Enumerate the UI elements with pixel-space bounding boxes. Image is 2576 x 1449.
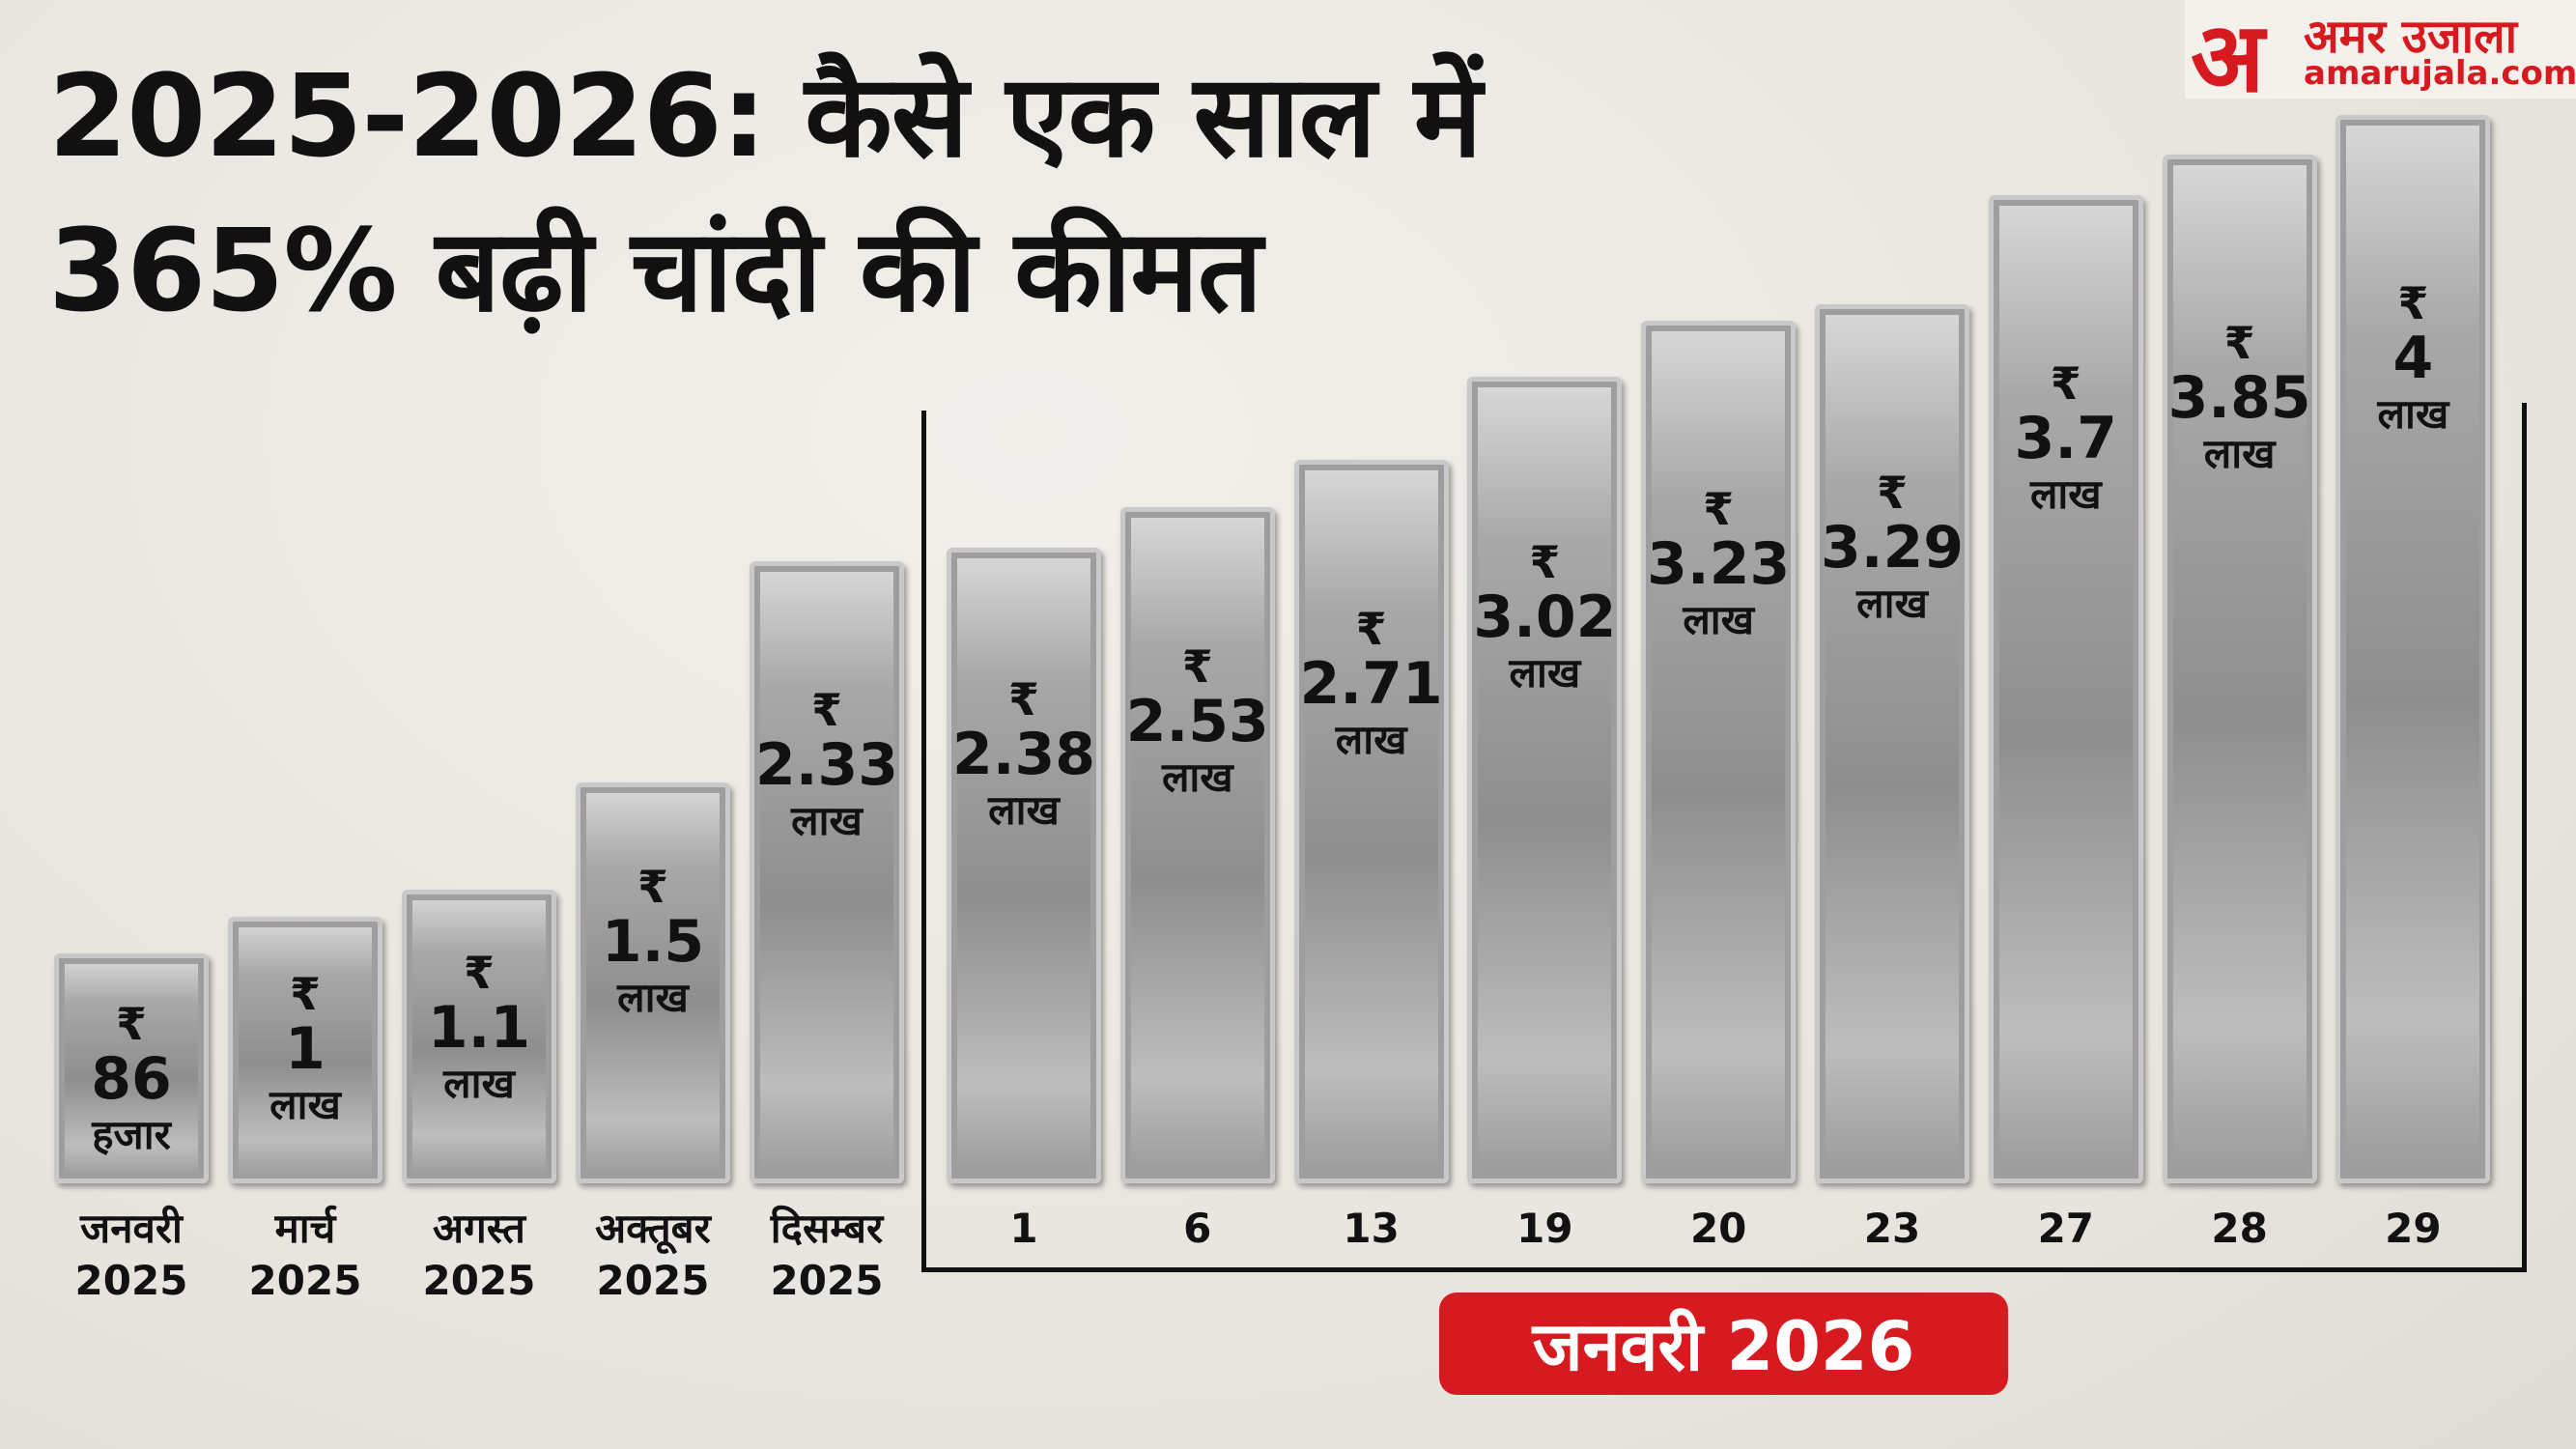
unit-label: लाख (988, 785, 1060, 834)
value-label: 3.02 (1473, 582, 1617, 651)
value-label: 1 (285, 1014, 326, 1083)
unit-label: लाख (2203, 430, 2276, 478)
unit-label: लाख (1683, 595, 1755, 643)
value-label: 86 (91, 1044, 172, 1113)
unit-label: लाख (269, 1080, 341, 1128)
bracket-right (2522, 403, 2527, 1272)
bar-label: ₹1.5 लाख (556, 863, 750, 1023)
bar (1641, 320, 1797, 1183)
currency-symbol: ₹ (1007, 672, 1039, 725)
bar-label: ₹1 लाख (209, 970, 402, 1130)
bar-label: ₹4 लाख (2316, 279, 2509, 440)
bar (228, 916, 382, 1183)
x-tick-label: 13 (1343, 1205, 1400, 1252)
unit-label: लाख (443, 1059, 515, 1107)
unit-label: लाख (2377, 390, 2449, 438)
x-tick-label: 1 (1009, 1205, 1038, 1252)
bar-label: ₹2.71 लाख (1275, 605, 1468, 765)
logo-name: अमर उजाला (2304, 10, 2518, 64)
bar-label: ₹2.53 लाख (1101, 642, 1294, 803)
value-label: 2.38 (951, 720, 1096, 788)
unit-label: हजार (92, 1110, 171, 1158)
bar-label: ₹3.85 लाख (2143, 319, 2336, 479)
x-tick-label: 20 (1689, 1205, 1747, 1252)
currency-symbol: ₹ (2397, 277, 2429, 329)
currency-symbol: ₹ (115, 997, 147, 1050)
x-tick-label: 19 (1516, 1205, 1573, 1252)
currency-symbol: ₹ (289, 967, 321, 1020)
x-tick-label: जनवरी 2025 (74, 1205, 188, 1304)
value-label: 1.1 (427, 993, 531, 1062)
bar-label: ₹3.02 लाख (1448, 538, 1641, 698)
x-tick-label: मार्च 2025 (248, 1205, 362, 1304)
bracket-bottom (921, 1267, 2527, 1272)
currency-symbol: ₹ (1355, 602, 1387, 655)
bar-label: ₹1.1 लाख (382, 949, 576, 1109)
logo-url: amarujala.com (2304, 54, 2576, 93)
bar (1467, 376, 1623, 1183)
value-label: 4 (2392, 325, 2434, 392)
bar (54, 953, 209, 1183)
x-tick-label: अगस्त 2025 (422, 1205, 536, 1304)
value-label: 2.33 (754, 730, 899, 799)
value-label: 2.53 (1125, 688, 1269, 756)
unit-label: लाख (1509, 648, 1581, 696)
value-label: 1.5 (601, 908, 705, 977)
value-label: 2.71 (1299, 649, 1443, 718)
currency-symbol: ₹ (2223, 317, 2255, 370)
bar-label: ₹3.23 लाख (1622, 485, 1815, 645)
x-tick-label: 27 (2037, 1205, 2095, 1252)
x-tick-label: 29 (2385, 1205, 2442, 1252)
x-tick-label: 6 (1183, 1205, 1212, 1252)
value-label: 3.23 (1647, 529, 1791, 598)
bar (1119, 507, 1275, 1183)
currency-symbol: ₹ (1876, 467, 1908, 520)
bar-label: ₹3.7 लाख (1969, 359, 2163, 520)
currency-symbol: ₹ (1529, 535, 1561, 588)
currency-symbol: ₹ (1703, 482, 1735, 535)
currency-symbol: ₹ (637, 861, 668, 914)
bar-label: ₹86 हजार (35, 1000, 228, 1160)
bar (1988, 194, 2143, 1183)
value-label: 3.29 (1820, 514, 1965, 582)
currency-symbol: ₹ (463, 946, 495, 999)
bar (1815, 304, 1969, 1183)
x-tick-label: अक्तूबर 2025 (595, 1205, 711, 1304)
currency-symbol: ₹ (810, 683, 842, 736)
unit-label: लाख (791, 796, 863, 844)
x-tick-label: 23 (1863, 1205, 1921, 1252)
value-label: 3.7 (2014, 404, 2117, 472)
logo-box (2185, 0, 2576, 99)
bar (750, 560, 904, 1183)
bar (2335, 115, 2491, 1183)
currency-symbol: ₹ (2050, 356, 2081, 410)
bar-label: ₹2.38 लाख (927, 675, 1120, 836)
x-tick-label: दिसम्बर 2025 (770, 1205, 884, 1304)
bar (576, 782, 730, 1183)
unit-label: लाख (1856, 580, 1928, 628)
bracket-left (921, 411, 926, 1272)
group-label: जनवरी 2026 (1439, 1293, 2008, 1395)
bar (402, 889, 556, 1183)
unit-label: लाख (1161, 753, 1233, 802)
chart-title: 2025-2026: कैसे एक साल में 365% बढ़ी चां… (48, 49, 1483, 337)
logo-mark: अ (2191, 1, 2265, 114)
value-label: 3.85 (2167, 364, 2311, 433)
unit-label: लाख (617, 974, 689, 1022)
bar-label: ₹2.33 लाख (730, 686, 923, 846)
unit-label: लाख (2029, 469, 2102, 518)
bar-label: ₹3.29 लाख (1796, 469, 1989, 629)
bar (947, 547, 1101, 1183)
unit-label: लाख (1335, 715, 1407, 763)
bar (2162, 155, 2317, 1183)
bar (1293, 459, 1449, 1183)
currency-symbol: ₹ (1181, 640, 1213, 694)
x-tick-label: 28 (2211, 1205, 2268, 1252)
